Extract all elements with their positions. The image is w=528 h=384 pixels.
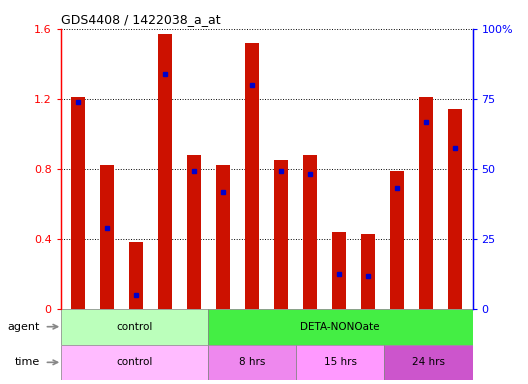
Bar	[208, 309, 473, 344]
Text: agent: agent	[8, 322, 40, 332]
Bar	[208, 344, 296, 380]
Bar	[187, 155, 201, 309]
Bar	[245, 43, 259, 309]
Bar	[61, 309, 208, 344]
Bar	[100, 166, 115, 309]
Bar	[419, 97, 433, 309]
Text: 24 hrs: 24 hrs	[412, 358, 445, 367]
Bar	[61, 344, 208, 380]
Text: control: control	[116, 322, 153, 332]
Text: DETA-NONOate: DETA-NONOate	[300, 322, 380, 332]
Text: 15 hrs: 15 hrs	[324, 358, 357, 367]
Text: GDS4408 / 1422038_a_at: GDS4408 / 1422038_a_at	[61, 13, 220, 26]
Bar	[158, 34, 172, 309]
Bar	[129, 242, 144, 309]
Bar	[274, 160, 288, 309]
Bar	[71, 97, 86, 309]
Bar	[448, 109, 463, 309]
Bar	[384, 344, 473, 380]
Bar	[216, 166, 230, 309]
Bar	[296, 344, 384, 380]
Bar	[303, 155, 317, 309]
Bar	[390, 170, 404, 309]
Text: control: control	[116, 358, 153, 367]
Bar	[332, 232, 346, 309]
Text: 8 hrs: 8 hrs	[239, 358, 265, 367]
Text: time: time	[15, 358, 40, 367]
Bar	[361, 233, 375, 309]
